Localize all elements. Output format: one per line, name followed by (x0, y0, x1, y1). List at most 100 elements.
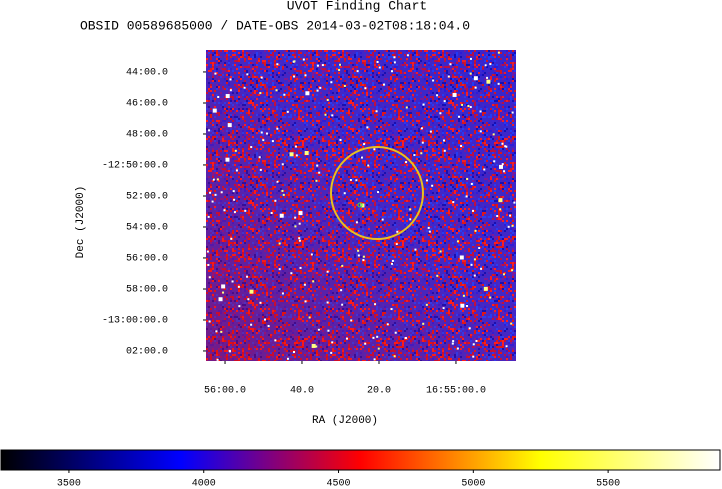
star (343, 84, 346, 87)
star (470, 182, 473, 185)
star (217, 96, 220, 99)
star (220, 191, 223, 194)
star (274, 199, 277, 202)
star (355, 179, 358, 182)
star (229, 89, 232, 92)
star (396, 230, 399, 233)
star (386, 323, 389, 326)
star (326, 270, 329, 273)
star (339, 138, 342, 141)
y-tick-label: -12:50:00.0 (102, 161, 168, 172)
star (218, 297, 223, 302)
star (232, 190, 235, 193)
star (432, 79, 435, 82)
star (208, 276, 211, 279)
star (472, 343, 475, 346)
star (431, 184, 434, 187)
star (294, 216, 297, 219)
star (414, 248, 417, 251)
star (469, 106, 472, 109)
star (483, 168, 486, 171)
star (330, 81, 333, 84)
y-tick-label: 02:00.0 (126, 347, 168, 358)
star (293, 350, 296, 353)
star (420, 152, 423, 155)
star (250, 323, 253, 326)
star (317, 328, 320, 331)
star (310, 253, 313, 256)
star (447, 75, 450, 78)
star (451, 342, 454, 345)
star (505, 145, 508, 148)
star (247, 298, 250, 301)
star (230, 237, 233, 240)
star (315, 179, 318, 182)
star (429, 130, 432, 133)
star (382, 83, 385, 86)
star (259, 92, 262, 95)
star (275, 89, 278, 92)
star (216, 358, 219, 361)
star (393, 56, 396, 59)
star (331, 341, 334, 344)
star (504, 145, 507, 148)
star (394, 331, 397, 334)
star (283, 93, 286, 96)
star (293, 75, 296, 78)
star (372, 336, 375, 339)
star (279, 213, 284, 218)
star (374, 303, 377, 306)
y-tick-label: 46:00.0 (126, 99, 168, 110)
star (404, 336, 407, 339)
star (391, 262, 394, 265)
star (465, 195, 468, 198)
star (295, 154, 298, 157)
star (237, 285, 240, 288)
star (357, 249, 360, 252)
star (460, 145, 463, 148)
star (472, 209, 475, 212)
star (474, 229, 477, 232)
star (391, 259, 394, 262)
star (449, 63, 452, 66)
star (362, 255, 365, 258)
star (250, 146, 253, 149)
star (303, 283, 306, 286)
star (282, 193, 285, 196)
star (243, 86, 246, 89)
star (469, 57, 472, 60)
star (439, 250, 442, 253)
star (278, 268, 281, 271)
star (316, 64, 319, 67)
star (427, 226, 430, 229)
star (373, 358, 376, 361)
star (281, 189, 284, 192)
colorbar-tick-label: 4500 (327, 479, 351, 489)
star (349, 178, 352, 181)
star (452, 201, 455, 204)
star (350, 319, 353, 322)
star (229, 78, 232, 81)
colorbar-tick-label: 5500 (596, 479, 620, 489)
star (428, 230, 431, 233)
star (316, 89, 319, 92)
star (220, 330, 223, 333)
star (373, 148, 376, 151)
stars (206, 51, 516, 361)
star (486, 76, 489, 79)
star (235, 169, 238, 172)
star (483, 286, 488, 291)
star (227, 123, 232, 128)
star (244, 209, 247, 212)
star (209, 191, 212, 194)
star (422, 103, 425, 106)
source-region (330, 146, 424, 240)
y-tick-label: -13:00:00.0 (102, 316, 168, 327)
star (308, 316, 311, 319)
star (479, 110, 482, 113)
star (473, 76, 478, 81)
star (469, 72, 472, 75)
star (356, 70, 359, 73)
star (305, 91, 310, 96)
